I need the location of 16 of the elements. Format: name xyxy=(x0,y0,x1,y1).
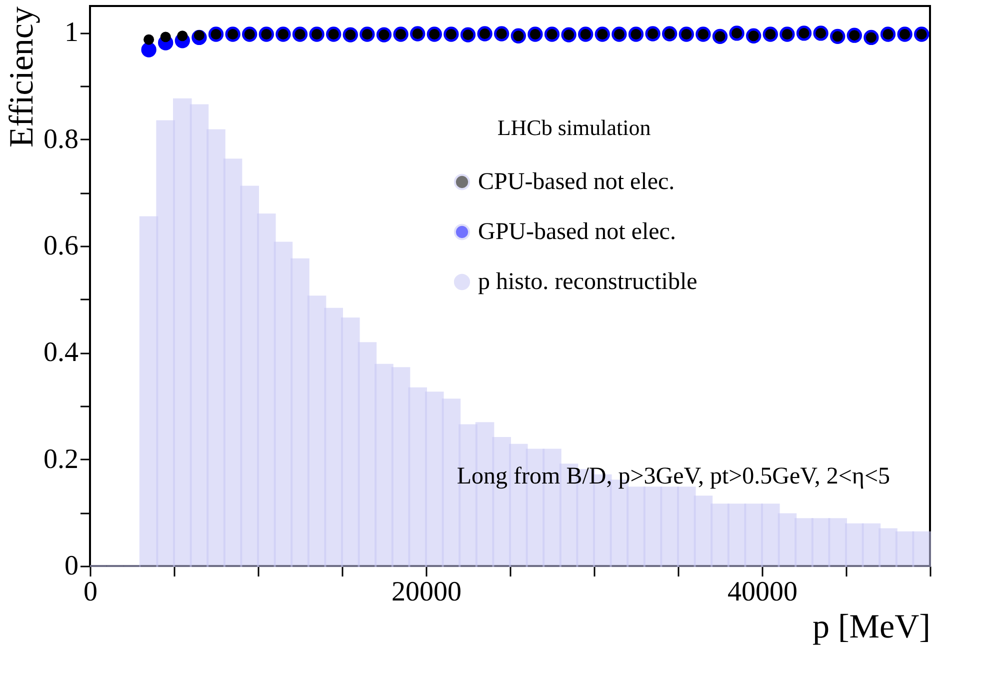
y-tick-label: 1 xyxy=(64,17,78,48)
y-tick-label: 0.2 xyxy=(44,444,78,475)
x-tick-label: 40000 xyxy=(728,576,798,608)
legend-label: CPU-based not elec. xyxy=(478,169,675,195)
x-axis-title: p [MeV] xyxy=(812,608,930,646)
x-tick-label: 0 xyxy=(84,576,98,608)
y-tick-label: 0 xyxy=(64,550,78,582)
y-axis-title: Efficiency xyxy=(4,6,40,148)
legend-label: p histo. reconstructible xyxy=(478,269,698,295)
legend-label: GPU-based not elec. xyxy=(478,219,676,245)
y-tick-label: 0.8 xyxy=(44,124,78,155)
y-tick-label: 0.6 xyxy=(44,230,78,262)
y-tick-label: 0.4 xyxy=(44,337,78,368)
x-tick-label: 20000 xyxy=(392,576,462,608)
annotation: Long from B/D, p>3GeV, pt>0.5GeV, 2<η<5 xyxy=(456,463,890,490)
legend-title: LHCb simulation xyxy=(497,115,651,140)
